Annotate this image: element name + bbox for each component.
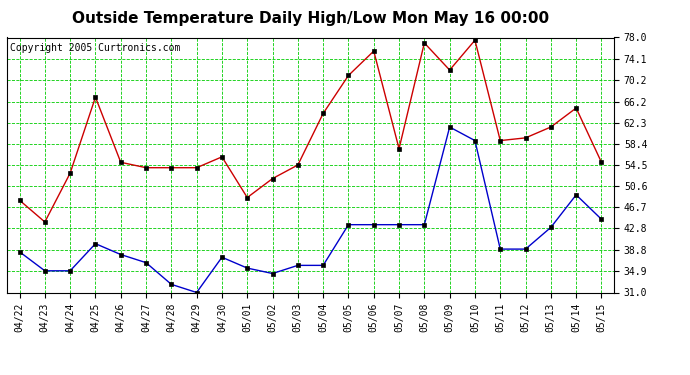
Text: Copyright 2005 Curtronics.com: Copyright 2005 Curtronics.com (10, 43, 180, 52)
Text: Outside Temperature Daily High/Low Mon May 16 00:00: Outside Temperature Daily High/Low Mon M… (72, 11, 549, 26)
